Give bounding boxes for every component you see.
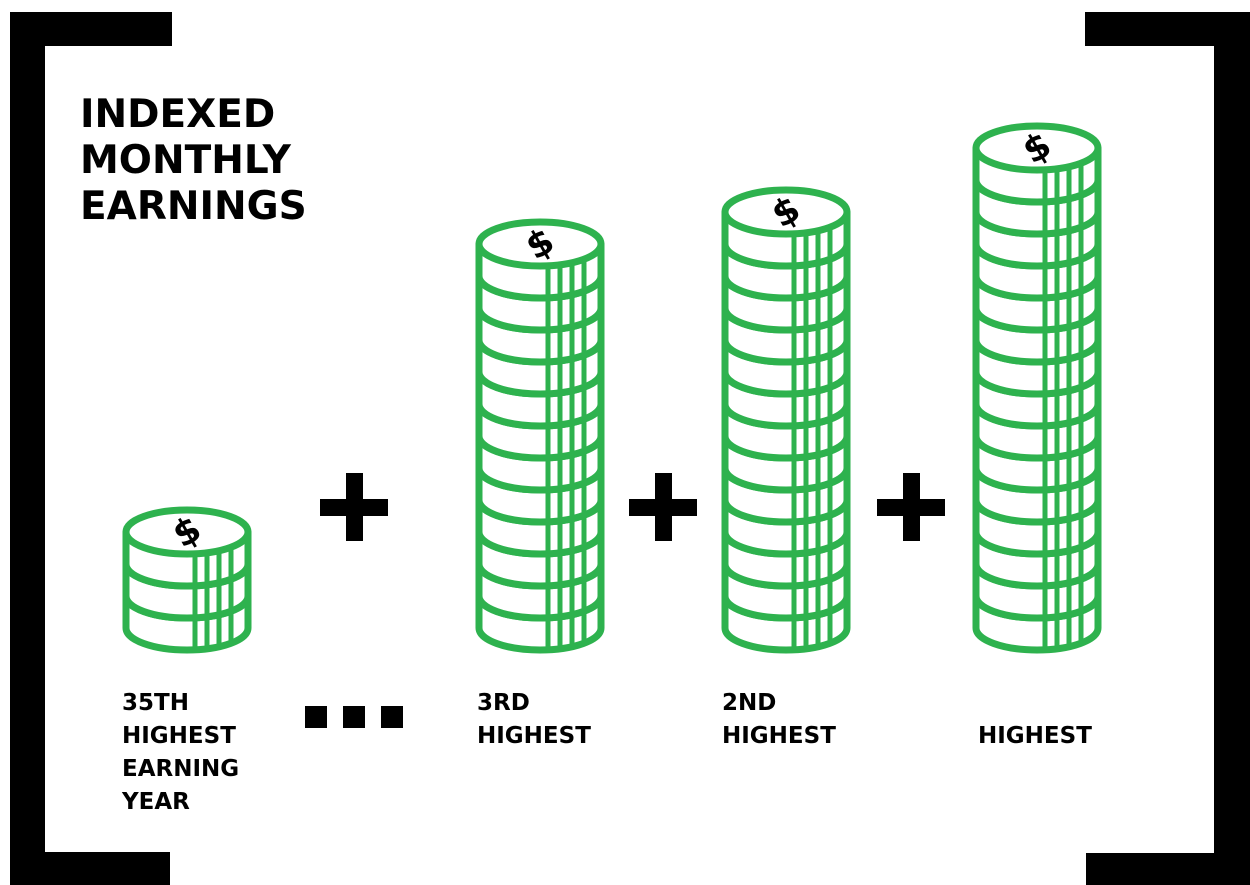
plus-icon <box>629 473 697 541</box>
label-line: HIGHEST <box>477 723 591 749</box>
right-bracket-top-arm <box>1085 12 1250 46</box>
label-line: EARNING <box>122 756 240 782</box>
plus-icon <box>877 473 945 541</box>
label-line: 2ND <box>722 690 777 716</box>
label-3rd-highest: 3RD HIGHEST <box>477 687 591 753</box>
label-line: 35TH <box>122 690 189 716</box>
title-line: EARNINGS <box>80 184 307 229</box>
coin <box>972 122 1102 206</box>
label-2nd-highest: 2ND HIGHEST <box>722 687 836 753</box>
right-bracket-bottom-arm <box>1086 853 1250 885</box>
diagram-title: INDEXED MONTHLY EARNINGS <box>80 92 307 230</box>
coin <box>721 186 851 270</box>
left-bracket-bottom-arm <box>10 852 170 885</box>
label-35th-highest: 35TH HIGHEST EARNING YEAR <box>122 687 239 819</box>
plus-icon <box>320 473 388 541</box>
stacks-layer: $ $ $ $ <box>122 122 1102 654</box>
coin-stack: $ <box>122 506 252 654</box>
coin <box>122 506 252 590</box>
label-highest: HIGHEST <box>978 720 1092 753</box>
title-line: MONTHLY <box>80 138 291 183</box>
coin-stack: $ <box>972 122 1102 654</box>
label-line: HIGHEST <box>722 723 836 749</box>
label-line: YEAR <box>122 789 190 815</box>
label-line: 3RD <box>477 690 530 716</box>
left-bracket-vertical <box>10 12 45 885</box>
right-bracket-vertical <box>1214 12 1250 885</box>
title-line: INDEXED <box>80 92 276 137</box>
label-line: HIGHEST <box>978 723 1092 749</box>
coin <box>475 218 605 302</box>
left-bracket-top-arm <box>10 12 172 46</box>
coin-stack: $ <box>475 218 605 654</box>
ellipsis-icon <box>305 706 403 728</box>
coin-stack: $ <box>721 186 851 654</box>
label-line: HIGHEST <box>122 723 236 749</box>
